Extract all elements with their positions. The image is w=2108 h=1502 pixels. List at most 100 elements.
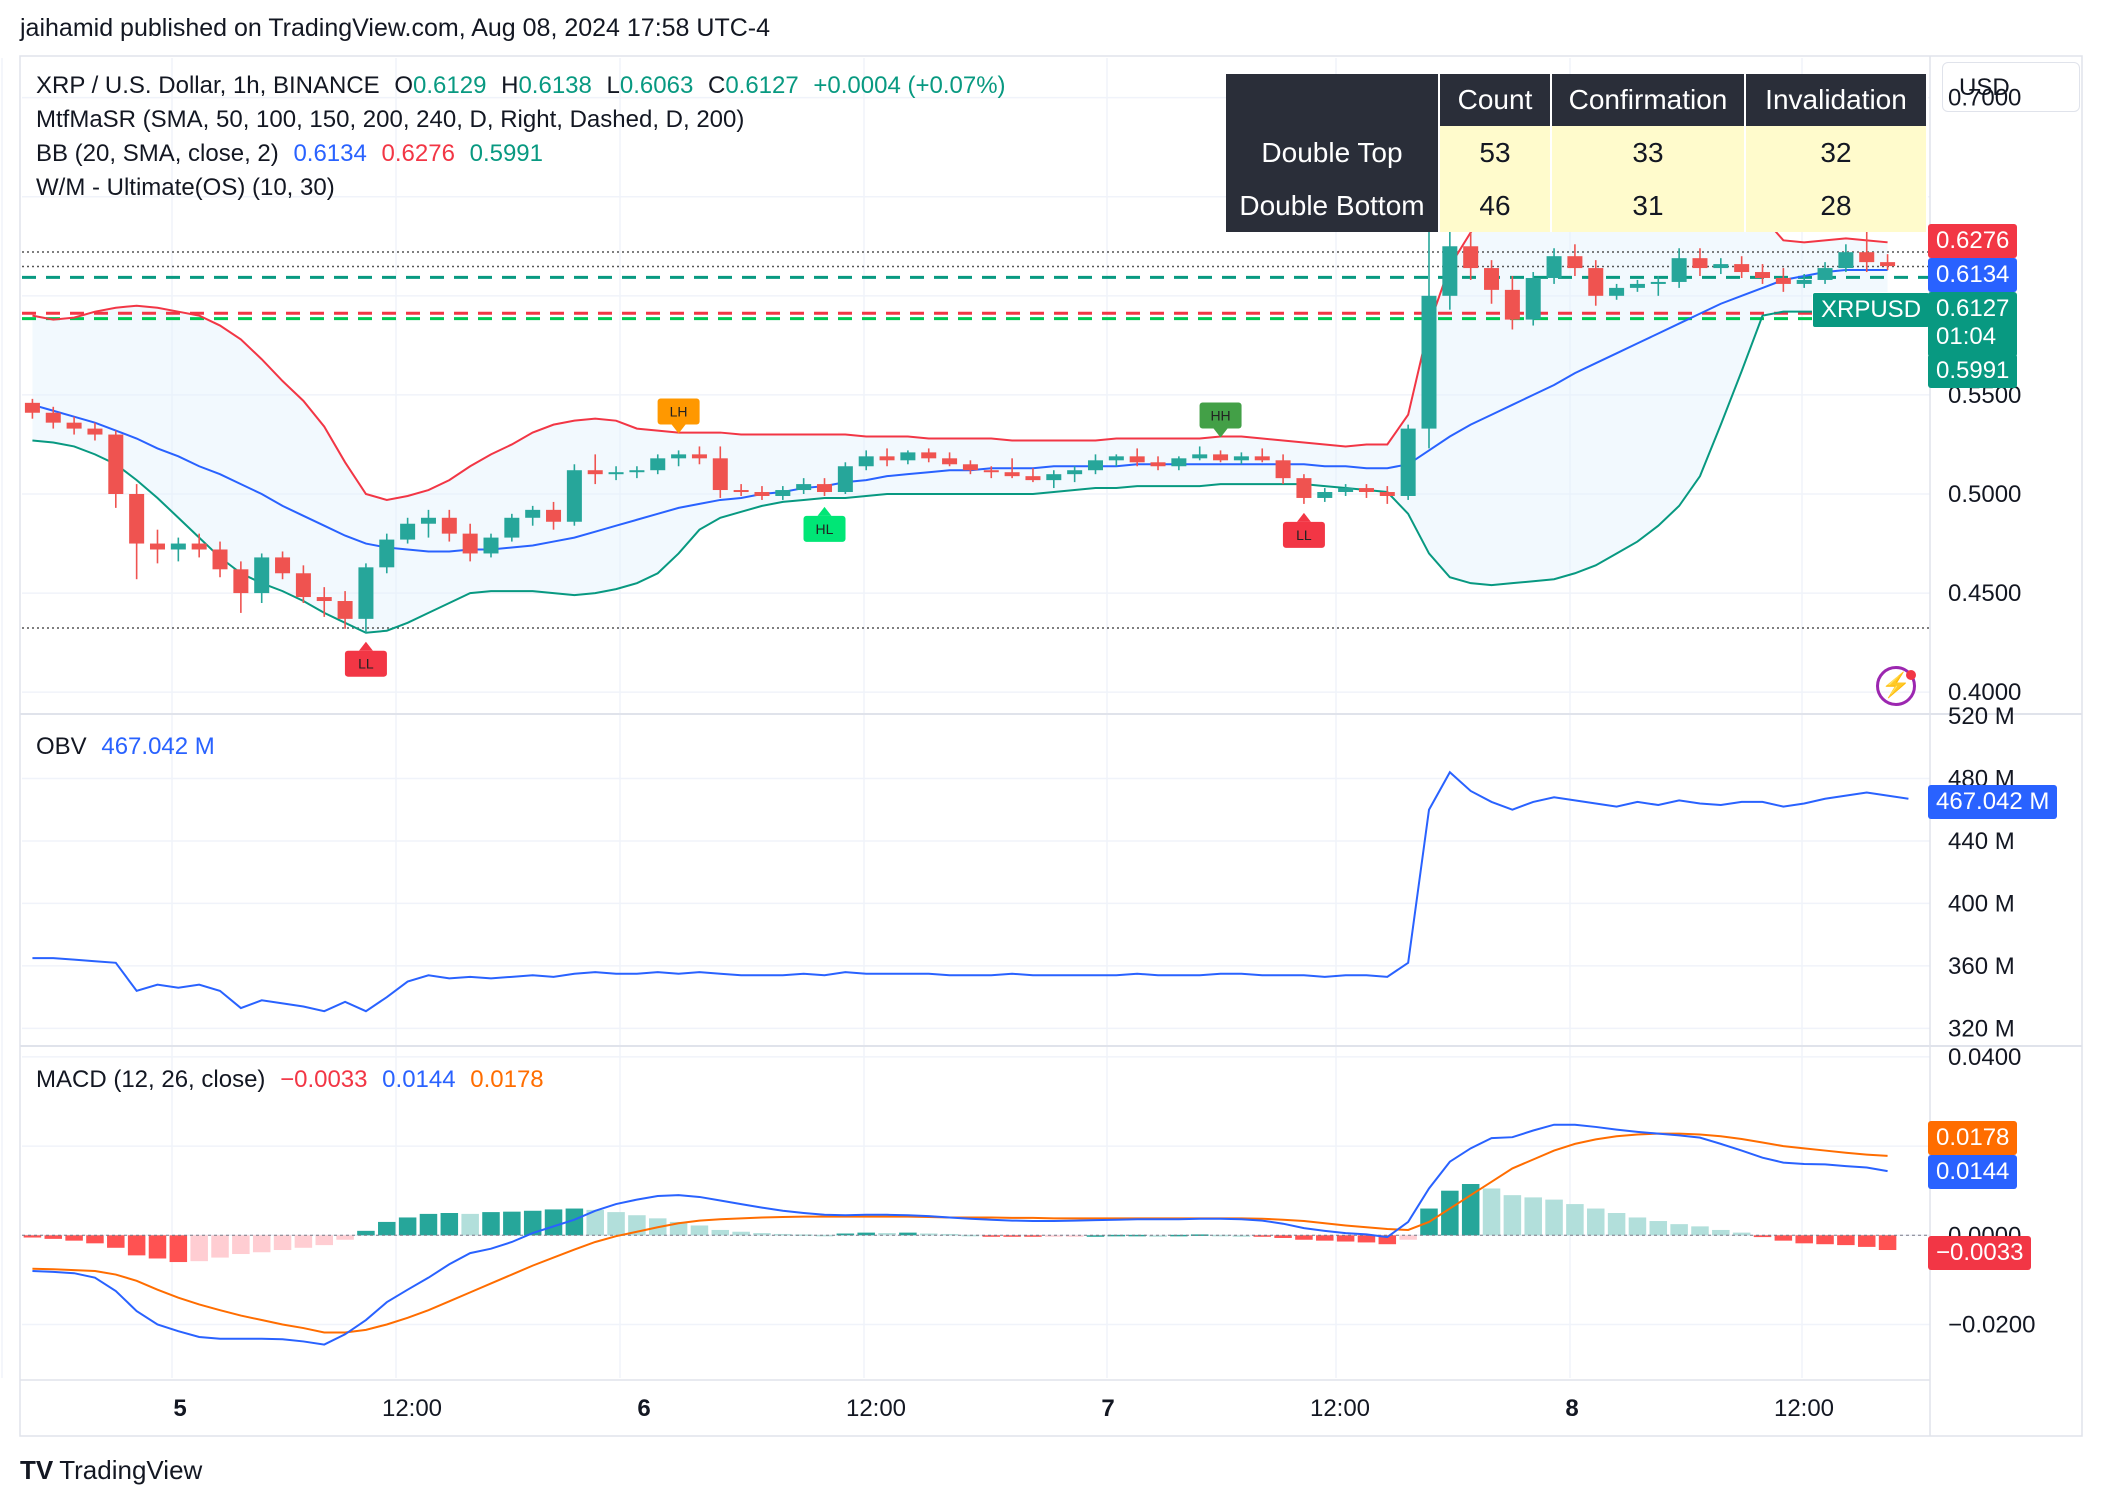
candle-body — [441, 517, 457, 534]
bb-fill-area — [32, 119, 1888, 633]
time-tick-label: 12:00 — [382, 1395, 442, 1422]
macd-hist-bar — [1878, 1235, 1897, 1251]
macd-hist-bar — [1253, 1235, 1271, 1237]
macd-hist-bar — [65, 1235, 83, 1241]
candle-body — [1775, 277, 1791, 284]
price-change: +0.0004 (+0.07%) — [813, 72, 1006, 99]
time-tick-label: 6 — [637, 1395, 650, 1422]
macd-hist-bar — [1024, 1235, 1042, 1237]
macd-hist-bar — [148, 1235, 167, 1259]
macd-hist-bar — [503, 1211, 521, 1236]
swing-label-pointer — [1296, 512, 1311, 522]
swing-label-box — [803, 515, 846, 542]
candle-body — [1671, 258, 1687, 282]
alert-bolt-icon[interactable]: ⚡ — [1876, 666, 1916, 706]
candle-body — [1859, 252, 1875, 263]
macd-hist-bar — [1732, 1232, 1751, 1236]
macd-hist-bar — [190, 1235, 208, 1262]
macd-hist-bar — [1753, 1235, 1772, 1238]
wm-legend: W/M - Ultimate(OS) (10, 30) — [36, 174, 335, 201]
bb-legend: BB (20, SMA, close, 2) 0.6134 0.6276 0.5… — [36, 140, 543, 167]
currency-button[interactable]: USD — [1942, 62, 2080, 112]
macd-hist-bar — [1128, 1234, 1146, 1237]
symbol-price-label: XRPUSD — [1812, 292, 1931, 328]
tradingview-logo[interactable]: TV TradingView — [20, 1455, 203, 1485]
candle-body — [1275, 460, 1291, 479]
obv-price-label: 467.042 M — [1928, 785, 2058, 819]
candle-body — [1713, 264, 1729, 269]
macd-hist-bar — [940, 1233, 959, 1236]
macd-hist-bar — [1837, 1235, 1855, 1246]
macd-hist-bar — [1399, 1235, 1417, 1240]
time-tick-label: 7 — [1101, 1395, 1114, 1422]
macd-hist-bar — [1482, 1188, 1501, 1236]
macd-hist-bar — [544, 1209, 563, 1236]
macd-hist-bar — [669, 1221, 688, 1236]
bb-lower-price-label: 0.5991 — [1928, 354, 2018, 388]
macd-hist-bar — [1170, 1234, 1188, 1237]
candle-body — [87, 428, 103, 435]
candle-body — [1213, 454, 1229, 461]
macd-hist-bar — [357, 1230, 375, 1236]
candle-body — [1025, 476, 1041, 481]
candle-body — [712, 458, 728, 491]
candle-body — [1546, 256, 1562, 278]
candle-body — [858, 456, 874, 467]
candle-body — [775, 490, 791, 496]
price-tick-label: 0.5000 — [1948, 481, 2021, 508]
candle-body — [921, 452, 937, 459]
macd-hist-bar — [1441, 1190, 1459, 1236]
candle-body — [1880, 262, 1896, 267]
macd-hist-bar — [440, 1213, 459, 1236]
macd-hist-bar — [1357, 1235, 1376, 1243]
candle-body — [566, 470, 582, 522]
table-row: Double Bottom 46 31 28 — [1226, 179, 1928, 232]
candle-body — [1650, 281, 1666, 284]
candle-body — [316, 597, 332, 602]
candle-body — [1421, 295, 1437, 429]
candle-body — [1004, 472, 1020, 477]
macd-hist-bar — [1607, 1213, 1626, 1236]
candle-body — [254, 557, 270, 594]
obv-tick-label: 360 M — [1948, 953, 2015, 980]
macd-hist-bar — [815, 1234, 834, 1237]
candle-body — [149, 543, 165, 550]
candle-body — [1358, 488, 1374, 493]
candle-body — [546, 509, 562, 522]
candle-body — [1609, 287, 1625, 296]
candle-body — [1296, 478, 1312, 498]
macd-hist-bar — [565, 1208, 584, 1236]
macd-hist-bar — [294, 1235, 313, 1248]
candle-body — [420, 517, 436, 524]
publish-header: jaihamid published on TradingView.com, A… — [20, 14, 771, 42]
swing-label-text: LH — [670, 404, 688, 420]
candle-body — [129, 494, 145, 544]
macd-hist-bar — [1211, 1234, 1230, 1237]
macd-hist-bar — [1295, 1235, 1313, 1240]
swing-label-pointer — [358, 641, 373, 651]
candle-body — [1692, 258, 1708, 269]
obv-tick-label: 520 M — [1948, 703, 2015, 730]
macd-hist-bar — [1003, 1235, 1021, 1237]
time-tick-label: 12:00 — [1774, 1395, 1834, 1422]
candle-body — [1588, 268, 1604, 296]
time-tick-label: 8 — [1565, 1395, 1578, 1422]
macd-hist-bar — [586, 1209, 604, 1236]
macd-hist-bar — [1649, 1221, 1668, 1236]
candle-body — [212, 549, 228, 570]
candle-body — [170, 543, 186, 550]
candle-body — [1046, 474, 1062, 481]
swing-label-box — [344, 650, 387, 677]
macd-hist-bar — [899, 1232, 917, 1236]
time-tick-label: 12:00 — [846, 1395, 906, 1422]
swing-label-text: LL — [1296, 527, 1312, 543]
candle-body — [754, 492, 770, 496]
candle-body — [962, 464, 978, 471]
macd-hist-bar — [44, 1235, 63, 1239]
macd-hist-bar — [1378, 1235, 1397, 1245]
candle-body — [337, 601, 353, 619]
candle-body — [1838, 252, 1854, 269]
macd-hist-bar — [690, 1225, 709, 1236]
price-tick-label: 0.7000 — [1948, 85, 2021, 112]
